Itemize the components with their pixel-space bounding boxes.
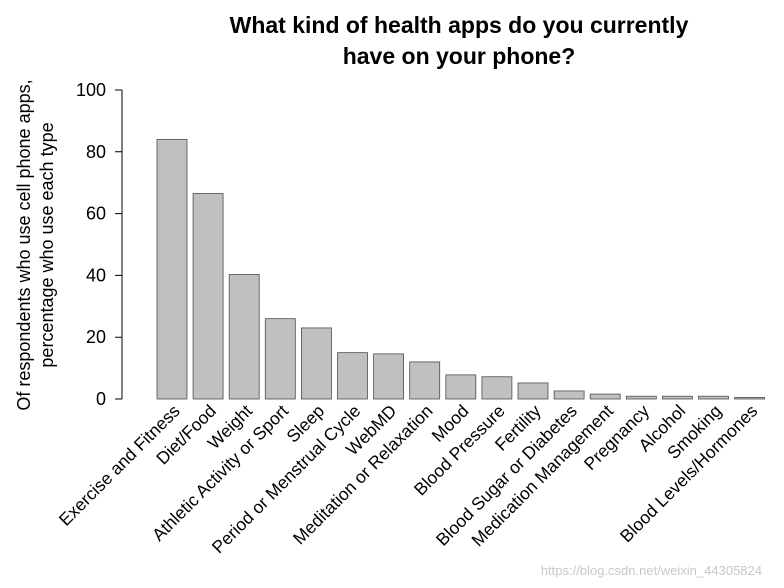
y-axis-line (115, 89, 123, 400)
y-tick-label: 0 (96, 389, 106, 409)
y-axis-ticks: 0 20 40 60 80 100 (76, 80, 106, 409)
chart-title-line-2: have on your phone? (343, 43, 576, 69)
y-tick-label: 40 (86, 265, 106, 285)
bar (337, 352, 368, 400)
chart-title-line-1: What kind of health apps do you currentl… (230, 12, 689, 38)
bar (264, 318, 296, 400)
bar (553, 390, 585, 400)
bar (662, 395, 693, 400)
bar (517, 382, 549, 400)
bar (156, 139, 188, 400)
bars-group (156, 139, 765, 400)
bar (734, 397, 765, 400)
bar (481, 376, 513, 400)
y-tick-label: 80 (86, 142, 106, 162)
y-axis-label-line-2: percentage who use each type (37, 122, 57, 367)
bar (228, 274, 260, 400)
bar (373, 353, 405, 400)
x-axis-tick-labels: Exercise and FitnessDiet/FoodWeightAthle… (55, 401, 762, 558)
bar (409, 361, 441, 400)
bar (698, 395, 729, 400)
bar (192, 193, 224, 400)
bar (589, 393, 621, 400)
bar (625, 395, 657, 400)
y-tick-label: 20 (86, 327, 106, 347)
y-tick-label: 100 (76, 80, 106, 100)
bar (445, 374, 477, 400)
y-axis-label-line-1: Of respondents who use cell phone apps, (14, 79, 34, 410)
watermark: https://blog.csdn.net/weixin_44305824 (541, 563, 762, 578)
bar (300, 327, 332, 400)
y-tick-label: 60 (86, 204, 106, 224)
